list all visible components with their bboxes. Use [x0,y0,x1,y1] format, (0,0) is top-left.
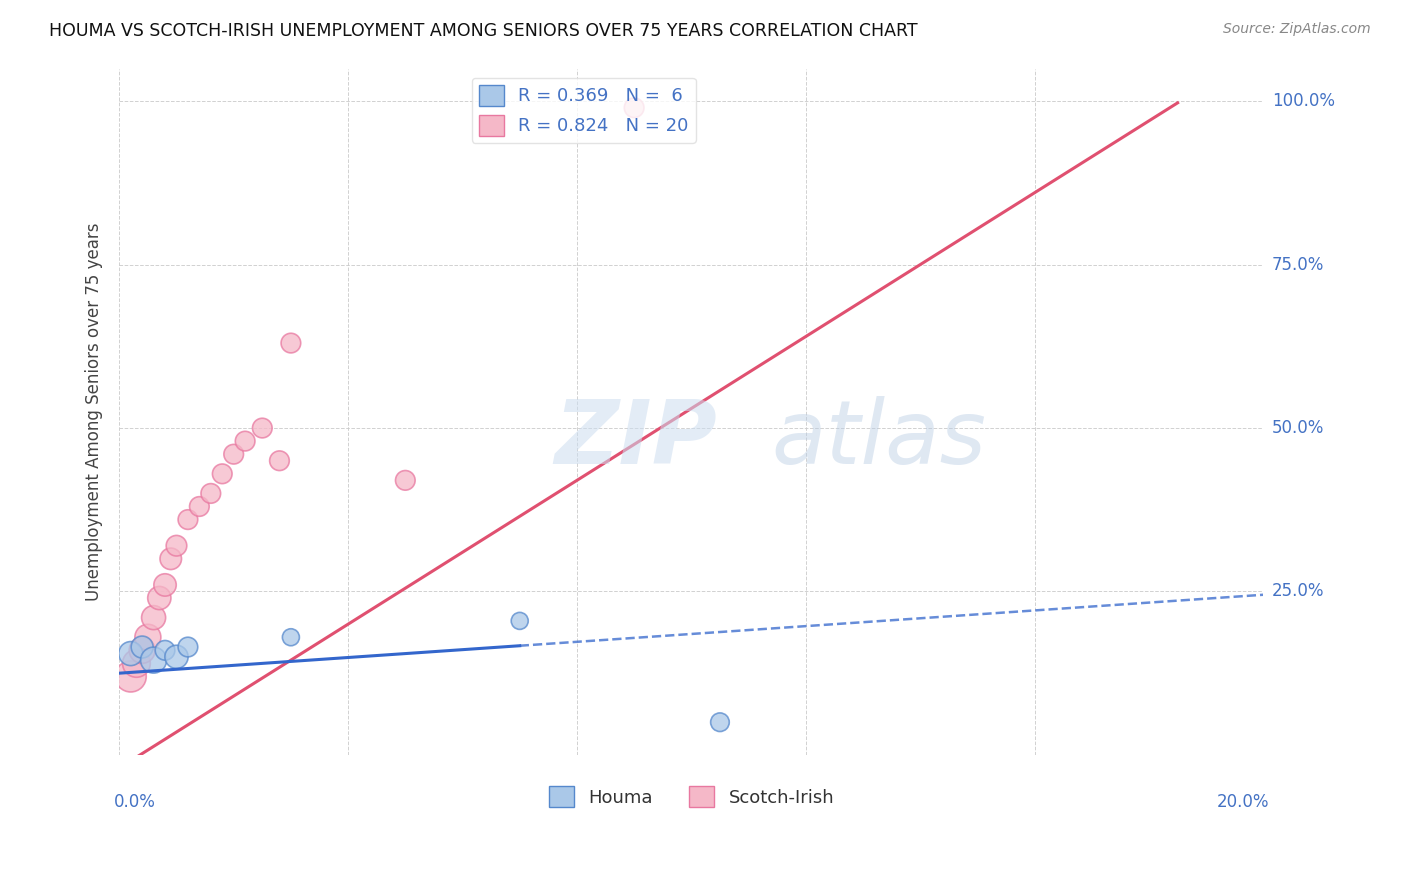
Point [166,539,188,553]
Point [148,591,170,605]
Text: 75.0%: 75.0% [1272,256,1324,274]
Point [120,669,142,683]
Point [188,500,211,514]
Text: HOUMA VS SCOTCH-IRISH UNEMPLOYMENT AMONG SENIORS OVER 75 YEARS CORRELATION CHART: HOUMA VS SCOTCH-IRISH UNEMPLOYMENT AMONG… [49,22,918,40]
Point [153,578,176,592]
Point [200,486,222,500]
Text: 25.0%: 25.0% [1272,582,1324,600]
Point [177,640,200,654]
Point [166,649,188,664]
Point [142,653,165,667]
Point [222,447,245,461]
Point [131,643,153,657]
Point [252,421,274,435]
Point [131,640,153,654]
Point [136,630,159,644]
Y-axis label: Unemployment Among Seniors over 75 years: Unemployment Among Seniors over 75 years [86,222,103,601]
Point [709,715,731,730]
Legend: Houma, Scotch-Irish: Houma, Scotch-Irish [541,780,841,814]
Text: atlas: atlas [772,396,987,483]
Text: 50.0%: 50.0% [1272,419,1324,437]
Point [280,336,302,351]
Point [394,474,416,488]
Text: 0.0%: 0.0% [114,793,156,811]
Point [159,551,181,566]
Text: Source: ZipAtlas.com: Source: ZipAtlas.com [1223,22,1371,37]
Point [233,434,256,449]
Point [280,630,302,644]
Point [153,643,176,657]
Point [177,512,200,526]
Text: 20.0%: 20.0% [1216,793,1270,811]
Point [120,647,142,661]
Point [125,657,148,671]
Point [623,101,645,115]
Point [142,610,165,624]
Point [509,614,531,628]
Point [269,454,291,468]
Text: ZIP: ZIP [554,396,717,483]
Point [211,467,233,481]
Text: 100.0%: 100.0% [1272,92,1334,111]
